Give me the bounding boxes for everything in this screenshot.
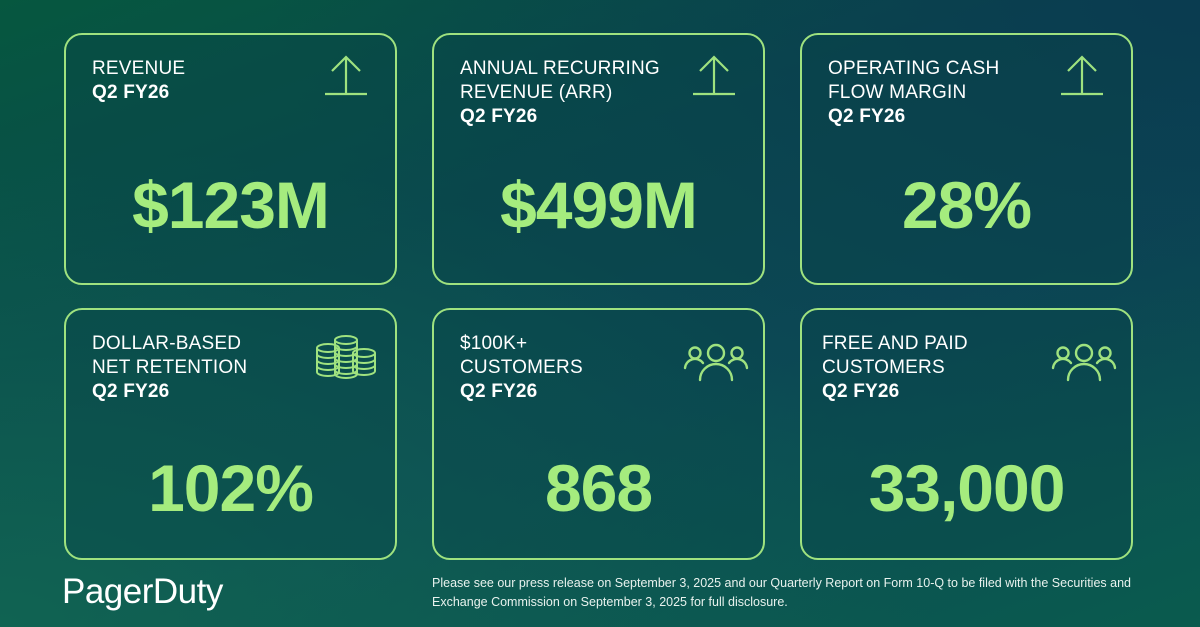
people-group-icon (683, 342, 749, 387)
card-value: $499M (500, 168, 698, 242)
card-period: Q2 FY26 (822, 381, 900, 402)
card-value: 868 (544, 451, 653, 525)
card-title: ANNUAL RECURRING REVENUE (ARR) (460, 58, 660, 103)
metric-card-arr: ANNUAL RECURRING REVENUE (ARR) Q2 FY26 $… (432, 33, 765, 285)
card-label: FREE AND PAID CUSTOMERS Q2 FY26 (822, 332, 968, 404)
arrow-up-icon (1059, 53, 1105, 104)
card-value: 28% (901, 168, 1032, 242)
pagerduty-logo: PagerDuty (62, 572, 223, 611)
card-title: REVENUE (92, 58, 186, 79)
card-label: ANNUAL RECURRING REVENUE (ARR) Q2 FY26 (460, 57, 660, 129)
card-value: 33,000 (868, 451, 1066, 525)
metric-card-revenue: REVENUE Q2 FY26 $123M (64, 33, 397, 285)
people-group-icon (1051, 342, 1117, 387)
metric-card-operating-cash-flow-margin: OPERATING CASH FLOW MARGIN Q2 FY26 28% (800, 33, 1133, 285)
disclaimer-text: Please see our press release on Septembe… (432, 576, 1131, 609)
card-title: OPERATING CASH FLOW MARGIN (828, 58, 1000, 103)
card-period: Q2 FY26 (460, 106, 538, 127)
card-title: $100K+ CUSTOMERS (460, 333, 583, 378)
metric-card-100k-customers: $100K+ CUSTOMERS Q2 FY26 868 (432, 308, 765, 560)
card-period: Q2 FY26 (828, 106, 906, 127)
card-period: Q2 FY26 (92, 82, 170, 103)
card-label: REVENUE Q2 FY26 (92, 57, 185, 105)
metric-card-free-and-paid-customers: FREE AND PAID CUSTOMERS Q2 FY26 33,000 (800, 308, 1133, 560)
metric-card-net-retention: DOLLAR-BASED NET RETENTION Q2 FY26 102% (64, 308, 397, 560)
card-label: OPERATING CASH FLOW MARGIN Q2 FY26 (828, 57, 999, 129)
card-value: $123M (132, 168, 330, 242)
card-value: 102% (148, 451, 314, 525)
card-label: $100K+ CUSTOMERS Q2 FY26 (460, 332, 583, 404)
card-label: DOLLAR-BASED NET RETENTION Q2 FY26 (92, 332, 247, 404)
card-title: FREE AND PAID CUSTOMERS (822, 333, 968, 378)
arrow-up-icon (323, 53, 369, 104)
arrow-up-icon (691, 53, 737, 104)
card-title: DOLLAR-BASED NET RETENTION (92, 333, 248, 378)
card-period: Q2 FY26 (460, 381, 538, 402)
coin-stack-icon (315, 334, 377, 385)
card-period: Q2 FY26 (92, 381, 170, 402)
